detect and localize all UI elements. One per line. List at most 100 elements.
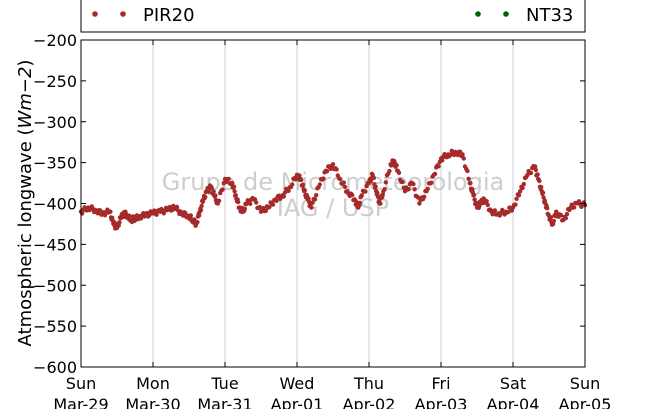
data-point	[382, 187, 387, 192]
y-axis-title: Atmospheric longwave (Wm−2)	[15, 60, 36, 347]
data-point	[263, 208, 268, 213]
data-point	[183, 210, 188, 216]
data-point	[518, 189, 523, 194]
data-point	[383, 180, 388, 185]
x-tick-label-date: Apr-01	[271, 395, 324, 409]
legend-marker-nt33-b	[503, 11, 509, 17]
data-point	[299, 177, 304, 182]
data-point	[324, 169, 330, 174]
data-point	[312, 197, 318, 202]
x-tick-label-date: Mar-31	[197, 395, 252, 409]
legend-marker-pir20-a	[92, 11, 98, 17]
data-point	[484, 199, 489, 204]
data-point	[572, 205, 577, 210]
y-tick-label: −350	[33, 154, 77, 173]
data-point	[188, 213, 193, 218]
data-point	[300, 182, 306, 187]
x-tick-label-day: Mon	[136, 374, 170, 393]
data-point	[357, 200, 363, 206]
data-point	[197, 213, 202, 218]
data-point	[154, 212, 159, 217]
data-point	[506, 209, 511, 215]
legend-marker-pir20-b	[120, 11, 126, 17]
data-point	[465, 168, 470, 174]
x-tick-label-date: Apr-05	[559, 395, 612, 409]
data-point	[127, 213, 132, 219]
data-point	[514, 196, 519, 201]
legend: PIR20 NT33	[80, 0, 586, 33]
data-point	[220, 187, 225, 192]
watermark-line-2: IAG / USP	[277, 194, 389, 222]
data-point	[254, 200, 259, 205]
y-tick-label: −450	[33, 235, 77, 254]
data-point	[436, 164, 441, 169]
data-point	[321, 176, 326, 181]
data-point	[281, 194, 286, 199]
data-point	[231, 184, 237, 189]
data-point	[394, 163, 399, 168]
data-point	[432, 171, 438, 177]
data-point	[233, 193, 238, 198]
data-point	[274, 198, 279, 203]
data-point	[551, 218, 556, 224]
data-point	[396, 170, 402, 175]
data-point	[461, 156, 466, 161]
x-tick-label-day: Thu	[353, 374, 384, 393]
data-point	[111, 219, 117, 225]
y-tick-label: −600	[33, 358, 77, 377]
data-point	[213, 193, 218, 198]
data-point	[216, 198, 222, 203]
data-point	[209, 186, 214, 191]
data-point	[412, 187, 417, 192]
data-point	[460, 152, 465, 157]
data-point	[564, 211, 570, 217]
data-point	[520, 185, 525, 191]
data-point	[373, 184, 378, 189]
plot-area	[80, 39, 586, 368]
data-point	[380, 192, 385, 197]
legend-box	[80, 0, 586, 33]
data-point	[297, 173, 302, 178]
data-point	[211, 189, 216, 194]
data-point	[338, 176, 343, 182]
data-point	[309, 205, 314, 210]
data-point	[350, 192, 355, 198]
data-point	[230, 180, 235, 186]
data-point	[286, 188, 291, 193]
data-point	[98, 208, 103, 213]
data-point	[490, 212, 495, 217]
x-tick-label-day: Fri	[431, 374, 450, 393]
data-point	[521, 181, 526, 187]
data-point	[310, 200, 315, 205]
data-point	[167, 204, 172, 210]
data-point	[378, 201, 383, 206]
data-point	[314, 193, 319, 198]
data-point	[226, 176, 231, 182]
y-tick-label: −300	[33, 113, 77, 132]
x-tick-label-day: Sun	[66, 374, 96, 393]
data-point	[317, 182, 322, 187]
data-point	[203, 194, 208, 200]
data-point	[330, 162, 336, 167]
data-point	[232, 189, 237, 194]
data-point	[548, 215, 553, 220]
x-tick-label-date: Apr-02	[343, 395, 396, 409]
data-point	[425, 186, 430, 191]
y-tick-label: −400	[33, 195, 77, 214]
data-point	[270, 202, 276, 207]
data-point	[248, 201, 253, 206]
y-axis-title-text: Atmospheric longwave	[15, 141, 36, 346]
legend-marker-nt33-a	[475, 11, 481, 17]
data-point	[429, 180, 434, 185]
data-point	[242, 206, 247, 211]
data-point	[471, 192, 477, 198]
data-point	[341, 180, 346, 185]
data-point	[513, 202, 518, 207]
legend-label-nt33: NT33	[526, 5, 573, 26]
data-point	[290, 182, 295, 187]
data-point	[138, 216, 144, 221]
data-point	[545, 206, 550, 211]
data-point	[411, 181, 416, 187]
data-point	[334, 167, 339, 172]
data-point	[387, 168, 392, 174]
